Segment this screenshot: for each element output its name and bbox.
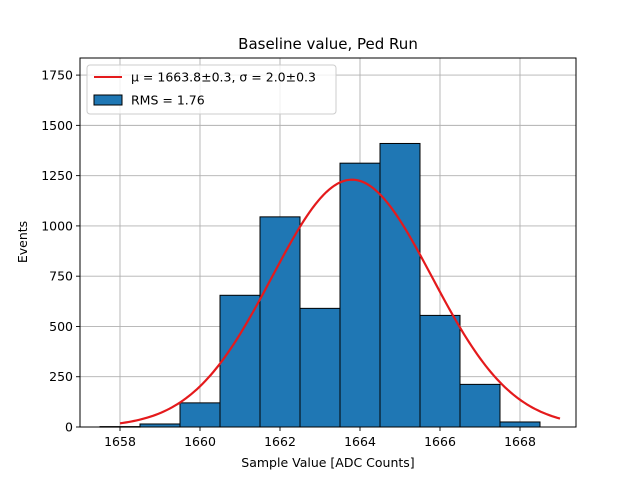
x-tick-label: 1664 xyxy=(344,434,376,449)
histogram-bar xyxy=(339,162,381,428)
y-tick-label: 1500 xyxy=(41,118,73,133)
y-axis-label: Events xyxy=(15,221,30,263)
x-tick-label: 1668 xyxy=(504,434,536,449)
histogram-bar xyxy=(459,383,501,428)
y-tick-label: 0 xyxy=(65,420,73,435)
y-tick-label: 1750 xyxy=(41,68,73,83)
legend-fit-label: μ = 1663.8±0.3, σ = 2.0±0.3 xyxy=(131,70,316,85)
x-tick-label: 1660 xyxy=(184,434,216,449)
y-tick-label: 1250 xyxy=(41,168,73,183)
gaussian-fit-curve xyxy=(119,178,561,425)
fit-curve-group xyxy=(119,178,561,425)
x-axis-ticks: 1658 1660 1662 1664 1666 1668 xyxy=(104,427,536,449)
y-tick-label: 250 xyxy=(49,369,73,384)
histogram-bar xyxy=(179,402,221,428)
y-tick-label: 1000 xyxy=(41,218,73,233)
legend-rms-patch xyxy=(93,94,123,106)
legend: μ = 1663.8±0.3, σ = 2.0±0.3 RMS = 1.76 xyxy=(86,64,337,115)
x-tick-label: 1666 xyxy=(424,434,456,449)
histogram-bar xyxy=(499,421,541,428)
y-tick-label: 750 xyxy=(49,269,73,284)
plot-frame xyxy=(79,57,577,428)
legend-box xyxy=(86,64,337,115)
histogram-bar xyxy=(259,216,301,428)
y-tick-label: 500 xyxy=(49,319,73,334)
histogram-bars xyxy=(99,142,541,428)
histogram-bar xyxy=(219,294,261,428)
histogram-bar xyxy=(419,314,461,428)
x-axis-label: Sample Value [ADC Counts] xyxy=(241,455,414,470)
x-tick-label: 1662 xyxy=(264,434,296,449)
histogram-bar xyxy=(299,307,341,428)
legend-rms-label: RMS = 1.76 xyxy=(131,93,205,108)
y-axis-ticks: 0 250 500 750 1000 1250 1500 1750 xyxy=(41,68,80,435)
chart-title: Baseline value, Ped Run xyxy=(238,35,418,53)
x-tick-label: 1658 xyxy=(104,434,136,449)
histogram-bar xyxy=(379,142,421,428)
